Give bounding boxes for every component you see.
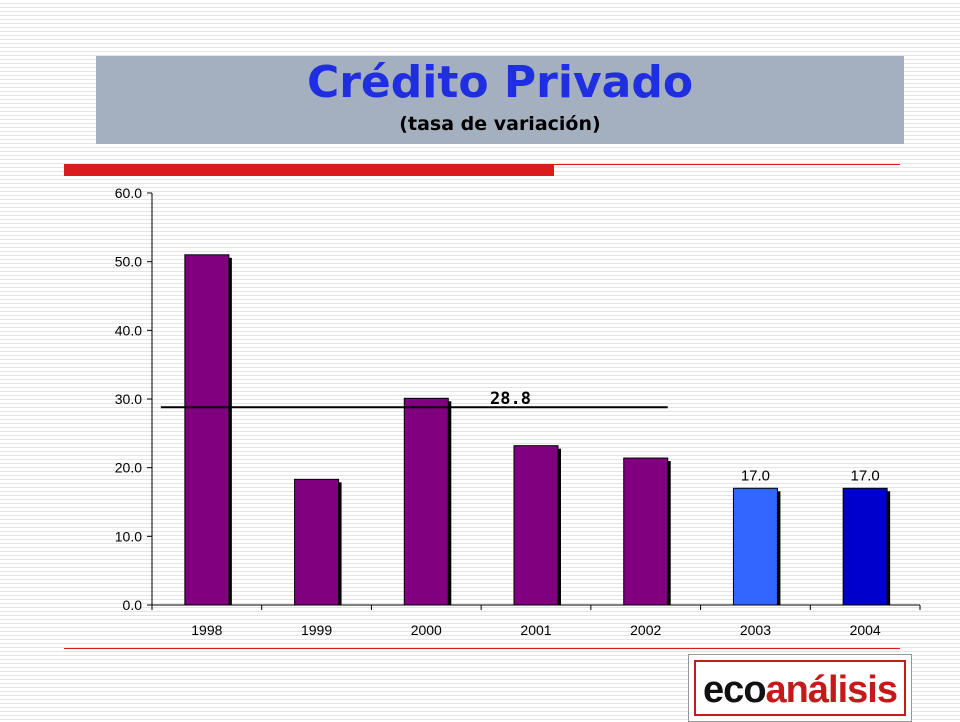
x-tick-label: 1998 [191, 622, 222, 638]
bar-2002 [623, 457, 669, 606]
y-tick-label: 50.0 [115, 254, 142, 270]
bar-1999 [294, 478, 340, 606]
x-tick-label: 1999 [301, 622, 332, 638]
y-tick-label: 30.0 [115, 391, 142, 407]
accent-red-line-top [554, 164, 900, 165]
accent-red-bar [64, 164, 554, 176]
y-tick-label: 20.0 [115, 460, 142, 476]
y-tick-label: 60.0 [115, 185, 142, 201]
ecoanalisis-logo: ecoanálisis [688, 654, 912, 722]
x-tick-label: 2003 [740, 622, 771, 638]
bar-2004 [842, 487, 888, 606]
bar-2001 [513, 445, 559, 606]
data-label-2004: 17.0 [851, 467, 880, 484]
y-tick-label: 10.0 [115, 528, 142, 544]
bar-2003 [732, 487, 778, 606]
logo-text-eco: eco [703, 669, 766, 711]
slide-title: Crédito Privado [306, 57, 694, 108]
accent-red-line-bottom [64, 648, 900, 649]
title-box: Crédito Privado (tasa de variación) [96, 56, 904, 144]
logo-text-analisis: análisis [765, 669, 898, 711]
y-tick-label: 0.0 [123, 597, 143, 613]
y-tick-label: 40.0 [115, 322, 142, 338]
x-tick-label: 2000 [411, 622, 442, 638]
average-reference-label: 28.8 [490, 389, 531, 409]
x-tick-label: 2002 [630, 622, 661, 638]
slide-subtitle: (tasa de variación) [399, 113, 601, 135]
data-label-2003: 17.0 [741, 467, 770, 484]
bar-2000 [403, 397, 449, 606]
x-tick-label: 2001 [520, 622, 551, 638]
bar-1998 [184, 254, 230, 606]
x-tick-label: 2004 [850, 622, 881, 638]
